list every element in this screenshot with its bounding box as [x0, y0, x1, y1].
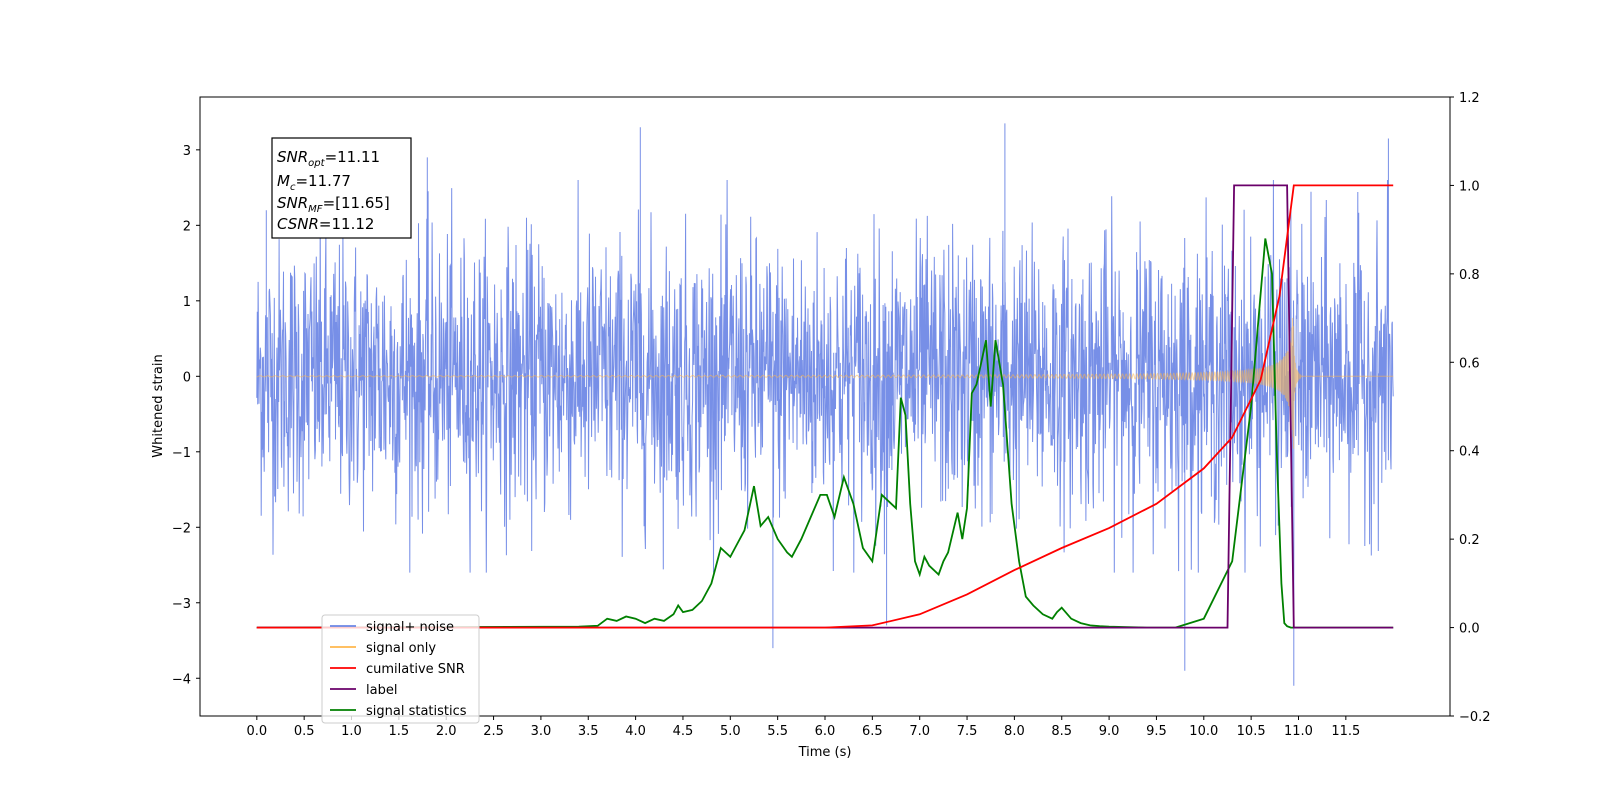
legend-frame [321, 614, 480, 724]
series-cumilative-snr-line [256, 184, 1394, 629]
legend-label-label: label [366, 683, 397, 698]
x-axis: 0.0 0.5 1.0 1.5 2.0 2.5 3.0 3.5 4.0 4.5 5.0 5.5 6.0 6… [246, 716, 1360, 739]
x-tick-label: 0.0 [246, 724, 267, 739]
y-tick-label: 3 [183, 144, 191, 159]
y2-tick-label: 0.6 [1459, 356, 1480, 371]
x-tick-label: 7.0 [909, 724, 930, 739]
x-tick-label: 6.5 [862, 724, 883, 739]
x-tick-label: 10.0 [1189, 724, 1218, 739]
x-tick-label: 5.0 [720, 724, 741, 739]
y2-tick-label: 0.0 [1459, 622, 1480, 637]
legend-label-signal-statistics: signal statistics [366, 704, 467, 719]
x-tick-label: 6.0 [815, 724, 836, 739]
x-tick-label: 3.0 [531, 724, 552, 739]
x-tick-label: 2.5 [483, 724, 504, 739]
x-tick-label: 11.0 [1284, 724, 1313, 739]
y2-tick-label: 0.8 [1459, 268, 1480, 283]
x-tick-label: 1.5 [389, 724, 410, 739]
legend-label-cumilative-snr: cumilative SNR [366, 662, 465, 677]
x-tick-label: 3.5 [578, 724, 599, 739]
x-tick-label: 9.5 [1146, 724, 1167, 739]
series-signal-only-line [256, 317, 1394, 449]
y2-tick-label: 1.0 [1459, 179, 1480, 194]
y-tick-label: −3 [172, 597, 191, 612]
y-axis-right: −0.2 0.0 0.2 0.4 0.6 0.8 1.0 1.2 [1450, 91, 1491, 725]
x-tick-label: 4.0 [625, 724, 646, 739]
chirp-mass-text: Mc=11.77 [277, 172, 351, 193]
x-tick-label: 7.5 [957, 724, 978, 739]
x-tick-label: 11.5 [1331, 724, 1360, 739]
y-tick-label: −1 [172, 446, 191, 461]
series-signal-noise-line [256, 123, 1394, 686]
y2-tick-label: 0.2 [1459, 533, 1480, 548]
csnr-text: CSNR=11.12 [277, 215, 374, 233]
x-axis-label: Time (s) [798, 745, 852, 760]
x-tick-label: 1.0 [341, 724, 362, 739]
legend-label-signal-only: signal only [366, 641, 436, 656]
x-tick-label: 2.0 [436, 724, 457, 739]
legend-label-signal-noise: signal+ noise [366, 620, 454, 635]
y-tick-label: 0 [183, 370, 191, 385]
y2-tick-label: 1.2 [1459, 91, 1480, 106]
y-axis-left: −4 −3 −2 −1 0 1 2 3 [172, 144, 200, 687]
y-axis-label: Whitened strain [151, 354, 166, 457]
series-label-line [256, 184, 1394, 629]
x-tick-label: 9.0 [1099, 724, 1120, 739]
stats-annotation-box: SNRopt=11.11 Mc=11.77 SNRMF=[11.65] CSNR… [271, 137, 412, 239]
y2-tick-label: −0.2 [1459, 710, 1491, 725]
x-tick-label: 4.5 [673, 724, 694, 739]
plot-area [256, 123, 1394, 686]
y2-tick-label: 0.4 [1459, 445, 1480, 460]
x-tick-label: 0.5 [294, 724, 315, 739]
y-tick-label: −2 [172, 521, 191, 536]
y-tick-label: 1 [183, 295, 191, 310]
x-tick-label: 8.5 [1051, 724, 1072, 739]
y-tick-label: −4 [172, 672, 191, 687]
legend: signal+ noise signal only cumilative SNR… [321, 614, 480, 724]
annotation-frame [271, 137, 412, 239]
x-tick-label: 10.5 [1237, 724, 1266, 739]
snr-mf-text: SNRMF=[11.65] [277, 194, 390, 215]
x-tick-label: 8.0 [1004, 724, 1025, 739]
x-tick-label: 5.5 [767, 724, 788, 739]
y-tick-label: 2 [183, 219, 191, 234]
snr-opt-text: SNRopt=11.11 [277, 148, 380, 169]
